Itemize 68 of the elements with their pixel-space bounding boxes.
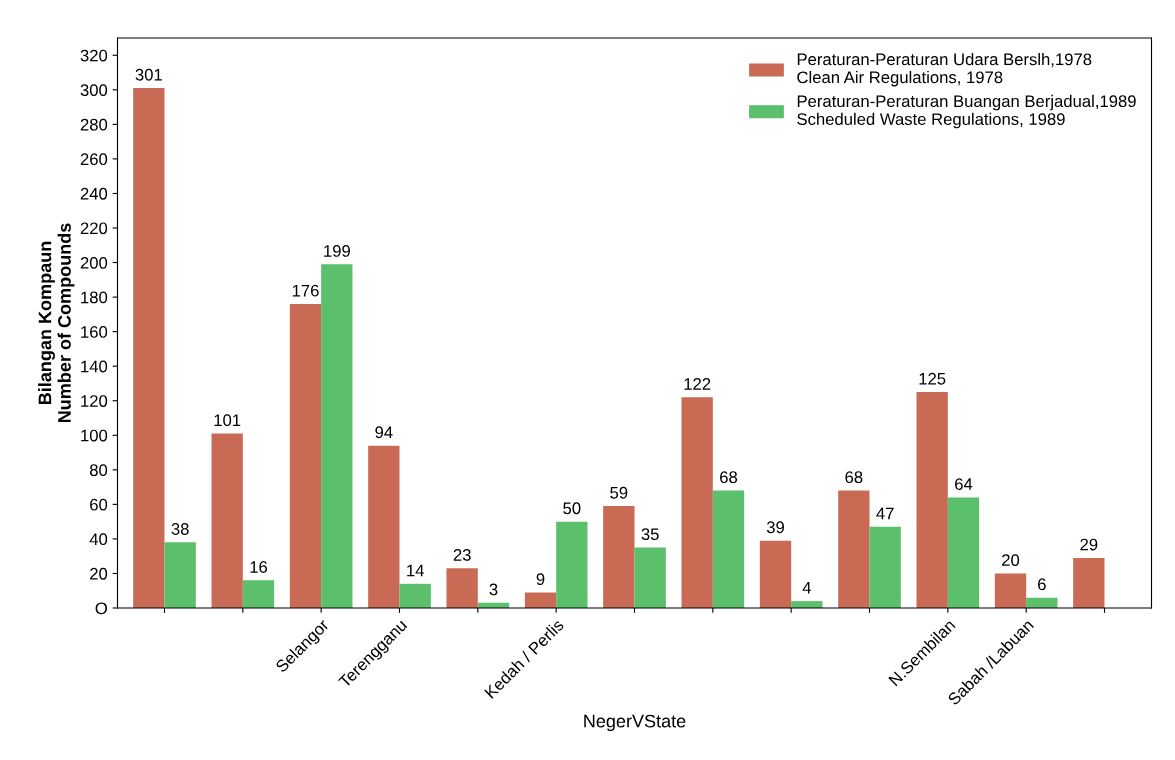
y-tick-label: 220 xyxy=(80,222,108,235)
y-tick-label: 100 xyxy=(81,429,108,442)
y-tick-label: 320 xyxy=(80,49,108,62)
bar xyxy=(556,521,588,608)
data-label: 68 xyxy=(845,471,863,484)
bar xyxy=(916,392,948,608)
x-axis-title: NegerVState xyxy=(584,714,686,732)
bar xyxy=(947,497,980,608)
y-tick-label: 140 xyxy=(81,360,108,373)
data-label: 23 xyxy=(453,549,471,561)
bar xyxy=(712,490,745,608)
data-label: 39 xyxy=(766,521,784,534)
bar xyxy=(603,506,635,608)
y-tick-label: 240 xyxy=(80,187,108,200)
y-tick-label: 300 xyxy=(80,84,108,97)
y-tick-label: 280 xyxy=(80,118,108,131)
data-label: 35 xyxy=(641,528,659,541)
bar xyxy=(242,580,275,608)
bar xyxy=(524,592,557,608)
y-tick-label: 260 xyxy=(80,153,108,166)
data-label: 176 xyxy=(292,284,319,297)
y-axis-title: Bilangan Kompaun Number of Compounds xyxy=(38,223,75,423)
data-label: 122 xyxy=(684,378,711,390)
bar xyxy=(759,540,792,608)
y-tick-label: 80 xyxy=(89,464,108,477)
legend-label: Peraturan-Peraturan Udara Berslh,1978 Clean Air Regulations, 1978 xyxy=(797,53,1092,87)
y-tick-label: 160 xyxy=(81,326,108,338)
y-tick-label: 40 xyxy=(89,533,108,546)
data-label: 9 xyxy=(536,573,545,585)
data-label: 199 xyxy=(324,245,350,257)
bar xyxy=(164,542,196,608)
data-label: 20 xyxy=(1002,554,1020,566)
bar xyxy=(211,433,243,608)
bar xyxy=(681,397,713,608)
bar xyxy=(133,88,165,608)
y-tick-label: 60 xyxy=(90,498,108,511)
data-label: 3 xyxy=(489,583,498,596)
data-label: 68 xyxy=(720,471,738,484)
data-label: 16 xyxy=(250,561,268,573)
bar xyxy=(634,547,666,608)
data-label: 47 xyxy=(876,507,894,520)
data-label: 101 xyxy=(214,414,241,427)
bar xyxy=(838,490,870,608)
data-label: 125 xyxy=(919,372,946,385)
y-tick-label: O xyxy=(95,602,107,615)
y-tick-label: 120 xyxy=(81,395,108,407)
y-tick-label: 20 xyxy=(90,567,108,580)
data-label: 29 xyxy=(1080,538,1098,551)
data-label: 59 xyxy=(610,486,628,499)
bar xyxy=(446,568,478,608)
bar xyxy=(1073,557,1105,608)
bar xyxy=(399,583,431,608)
bar xyxy=(321,264,353,608)
data-label: 6 xyxy=(1038,578,1046,591)
bar xyxy=(289,304,322,608)
data-label: 301 xyxy=(135,68,162,81)
data-label: 94 xyxy=(375,426,393,439)
y-tick-label: 180 xyxy=(81,291,108,304)
data-label: 14 xyxy=(407,564,424,577)
data-label: 38 xyxy=(171,523,189,535)
y-tick-label: 200 xyxy=(80,256,108,269)
data-label: 50 xyxy=(563,502,581,515)
data-label: 4 xyxy=(802,582,811,594)
bar xyxy=(994,573,1027,608)
legend-label: Peraturan-Peraturan Buangan Berjadual,1989 Scheduled Waste Regulations, 1989 xyxy=(797,94,1136,129)
data-label: 64 xyxy=(955,478,973,490)
bar xyxy=(368,445,400,608)
bar xyxy=(869,526,901,608)
